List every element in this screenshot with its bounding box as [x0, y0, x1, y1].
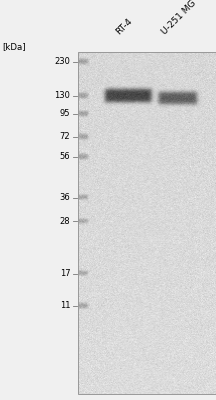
- Text: 72: 72: [60, 132, 70, 141]
- Text: 95: 95: [60, 110, 70, 118]
- Text: 230: 230: [54, 58, 70, 66]
- Text: 56: 56: [60, 152, 70, 161]
- Text: 11: 11: [60, 302, 70, 310]
- Text: [kDa]: [kDa]: [2, 42, 26, 51]
- Text: 36: 36: [60, 193, 70, 202]
- Bar: [78, 52, 216, 394]
- Text: 28: 28: [60, 217, 70, 226]
- Text: RT-4: RT-4: [115, 16, 134, 36]
- Text: 130: 130: [54, 92, 70, 100]
- Text: U-251 MG: U-251 MG: [160, 0, 198, 36]
- Text: 17: 17: [60, 269, 70, 278]
- Bar: [78, 52, 216, 394]
